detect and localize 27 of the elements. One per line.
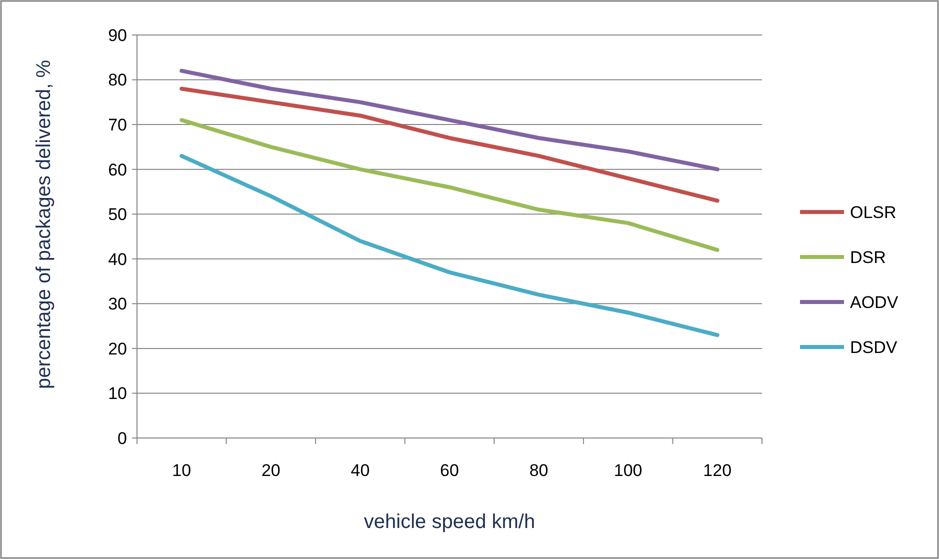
- y-axis-title: percentage of packages delivered, %: [33, 60, 55, 390]
- line-series: [180, 118, 720, 252]
- legend-label: DSR: [850, 248, 886, 267]
- x-tick-label: 40: [350, 461, 370, 480]
- x-tick-label: 10: [172, 461, 192, 480]
- line-series: [180, 68, 720, 172]
- y-tick-label: 50: [108, 205, 127, 224]
- line-series: [180, 86, 720, 203]
- x-tick-label: 20: [261, 461, 280, 480]
- x-tick-label: 60: [440, 461, 459, 480]
- y-tick-label: 60: [108, 160, 127, 180]
- line-series: [180, 154, 720, 338]
- y-tick-label: 70: [108, 116, 127, 135]
- x-tick-label: 100: [614, 461, 642, 480]
- legend-label: DSDV: [850, 338, 898, 357]
- y-tick-label: 20: [108, 339, 127, 358]
- x-axis-title: vehicle speed km/h: [364, 511, 536, 533]
- y-tick-label: 0: [118, 428, 127, 448]
- legend-label: OLSR: [850, 202, 896, 222]
- x-tick-label: 80: [529, 461, 548, 480]
- y-tick-label: 90: [108, 26, 127, 45]
- y-tick-label: 80: [108, 70, 127, 90]
- y-tick-label: 30: [108, 294, 127, 314]
- legend-label: AODV: [850, 292, 899, 312]
- x-tick-label: 120: [703, 461, 732, 480]
- y-tick-label: 10: [108, 384, 127, 404]
- y-tick-label: 40: [108, 250, 127, 269]
